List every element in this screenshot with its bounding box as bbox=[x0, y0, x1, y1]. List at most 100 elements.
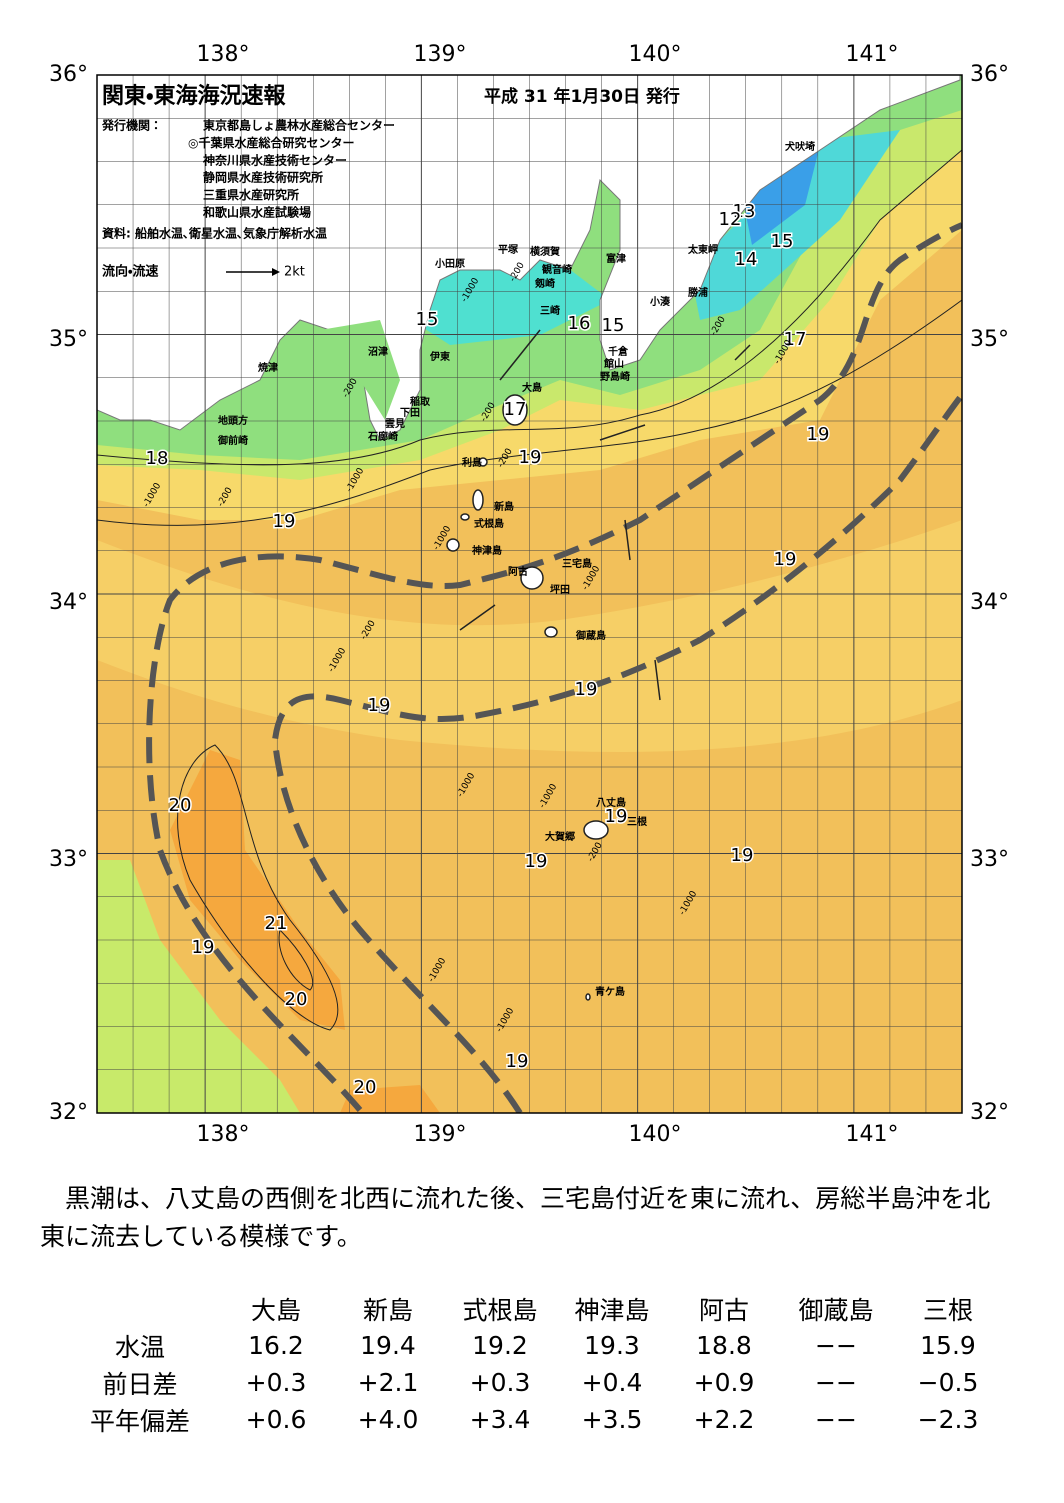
place-name: 焼津 bbox=[258, 361, 278, 374]
temperature-label: 20 bbox=[169, 795, 192, 816]
kuroshio-axis bbox=[146, 222, 962, 1113]
temperature-label: 15 bbox=[602, 315, 625, 336]
place-name: 犬吠埼 bbox=[785, 140, 815, 153]
temperature-label: 19 bbox=[731, 845, 754, 866]
map-frame bbox=[96, 74, 963, 1114]
station-table: 大島 新島 式根島 神津島 阿古 御蔵島 三根 水温 16.2 19.4 19.2 19.3 18.8 −… bbox=[60, 1290, 1004, 1438]
publisher: 東京都島しょ農林水産総合センター bbox=[203, 118, 395, 133]
temperature-label: 16 bbox=[568, 313, 591, 334]
place-name: 勝浦 bbox=[688, 286, 708, 299]
column-header: 新島 bbox=[362, 1295, 413, 1325]
temperature-label: 13 bbox=[733, 201, 756, 222]
current-arrows bbox=[459, 329, 751, 701]
lon-label: 138° bbox=[197, 1122, 250, 1147]
lat-label: 36° bbox=[970, 62, 1009, 87]
lat-label: 33° bbox=[970, 847, 1009, 872]
temperature-label: 14 bbox=[735, 249, 758, 270]
islands bbox=[446, 394, 609, 1001]
table-row: 水温 16.2 19.4 19.2 19.3 18.8 −− 15.9 bbox=[60, 1327, 1004, 1364]
publisher: ◎千葉県水産総合研究センター bbox=[188, 135, 354, 150]
temperature-label: 19 bbox=[575, 679, 598, 700]
place-name: 沼津 bbox=[368, 345, 388, 358]
place-name: 太東岬 bbox=[687, 243, 718, 256]
graticule bbox=[97, 75, 962, 1113]
legend-scale: 2kt bbox=[284, 265, 305, 280]
temperature-label: 17 bbox=[784, 329, 807, 350]
cell: +2.1 bbox=[357, 1368, 419, 1397]
cell: +0.9 bbox=[693, 1368, 755, 1397]
temperature-label: 21 bbox=[265, 913, 288, 934]
column-header: 阿古 bbox=[698, 1295, 749, 1325]
legend-arrowhead bbox=[272, 268, 280, 276]
lat-label: 32° bbox=[970, 1100, 1009, 1125]
cell: 19.3 bbox=[584, 1331, 640, 1360]
lat-label: 32° bbox=[49, 1100, 88, 1125]
publisher: 和歌山県水産試験場 bbox=[202, 205, 311, 220]
cell: −2.3 bbox=[917, 1405, 979, 1434]
temperature-label: 15 bbox=[771, 231, 794, 252]
place-name: 新島 bbox=[493, 500, 514, 513]
cell: −− bbox=[815, 1368, 857, 1397]
place-name: 観音崎 bbox=[542, 263, 572, 276]
column-header: 式根島 bbox=[462, 1295, 538, 1325]
place-name: 式根島 bbox=[474, 517, 504, 530]
place-name: 御蔵島 bbox=[575, 629, 606, 642]
lat-label: 34° bbox=[49, 590, 88, 615]
cell: 19.2 bbox=[472, 1331, 528, 1360]
place-name: 千倉 bbox=[608, 345, 629, 358]
lat-label: 33° bbox=[49, 847, 88, 872]
place-name: 剱崎 bbox=[534, 277, 555, 290]
sea-temperature bbox=[97, 75, 962, 1113]
place-name: 館山 bbox=[603, 357, 624, 370]
row-label: 平年偏差 bbox=[89, 1406, 190, 1436]
lon-label: 141° bbox=[846, 42, 899, 67]
column-header: 大島 bbox=[250, 1295, 301, 1325]
place-name: 稲取 bbox=[410, 395, 431, 408]
isotherms bbox=[97, 149, 962, 1031]
cell: 18.8 bbox=[696, 1331, 752, 1360]
place-name: 大賀郷 bbox=[545, 830, 575, 843]
lon-label: 140° bbox=[629, 42, 682, 67]
place-name: 野島崎 bbox=[600, 370, 630, 383]
temperature-label: 19 bbox=[525, 851, 548, 872]
place-name: 横須賀 bbox=[530, 245, 560, 258]
lat-label: 36° bbox=[49, 62, 88, 87]
column-header: 御蔵島 bbox=[798, 1295, 874, 1325]
map-title: 関東・東海海況速報 bbox=[102, 83, 286, 109]
cell: +0.3 bbox=[245, 1368, 307, 1397]
cell: +0.3 bbox=[469, 1368, 531, 1397]
temperature-label: 19 bbox=[807, 424, 830, 445]
row-label: 前日差 bbox=[102, 1369, 178, 1399]
place-name: 三崎 bbox=[540, 304, 560, 317]
place-name: 八丈島 bbox=[596, 796, 626, 809]
data-source: 資料: 船舶水温､衛星水温､気象庁解析水温 bbox=[102, 226, 327, 241]
place-name: 大島 bbox=[522, 381, 542, 394]
publisher: 神奈川県水産技術センター bbox=[202, 152, 347, 167]
lon-label: 139° bbox=[414, 42, 467, 67]
cell: −− bbox=[815, 1331, 857, 1360]
temperature-label: 12 bbox=[719, 209, 742, 230]
place-name: 富津 bbox=[606, 252, 626, 265]
lat-label: 35° bbox=[49, 327, 88, 352]
table-row: 平年偏差 +0.6 +4.0 +3.4 +3.5 +2.2 −− −2.3 bbox=[60, 1401, 1004, 1438]
cell: +0.4 bbox=[581, 1368, 643, 1397]
place-name: 三根 bbox=[627, 815, 648, 828]
place-name: 坪田 bbox=[550, 583, 570, 596]
place-name: 雲見 bbox=[385, 418, 405, 430]
temperature-label: 19 bbox=[774, 549, 797, 570]
summary: 黒潮は、八丈島の西側を北西に流れた後、三宅島付近を東に流れ、房総半島沖を北東に流… bbox=[40, 1184, 991, 1251]
column-header: 神津島 bbox=[574, 1295, 650, 1325]
temperature-label: 19 bbox=[519, 447, 542, 468]
cell: −− bbox=[815, 1405, 857, 1434]
cell: +0.6 bbox=[245, 1405, 307, 1434]
issue-date: 平成 31 年1月30日 発行 bbox=[484, 86, 680, 107]
place-name: 阿古 bbox=[508, 565, 528, 578]
place-name: 石廊崎 bbox=[367, 430, 398, 443]
lat-label: 34° bbox=[970, 590, 1009, 615]
publisher: 静岡県水産技術研究所 bbox=[203, 170, 323, 185]
lat-label: 35° bbox=[970, 327, 1009, 352]
place-name: 平塚 bbox=[498, 243, 519, 256]
